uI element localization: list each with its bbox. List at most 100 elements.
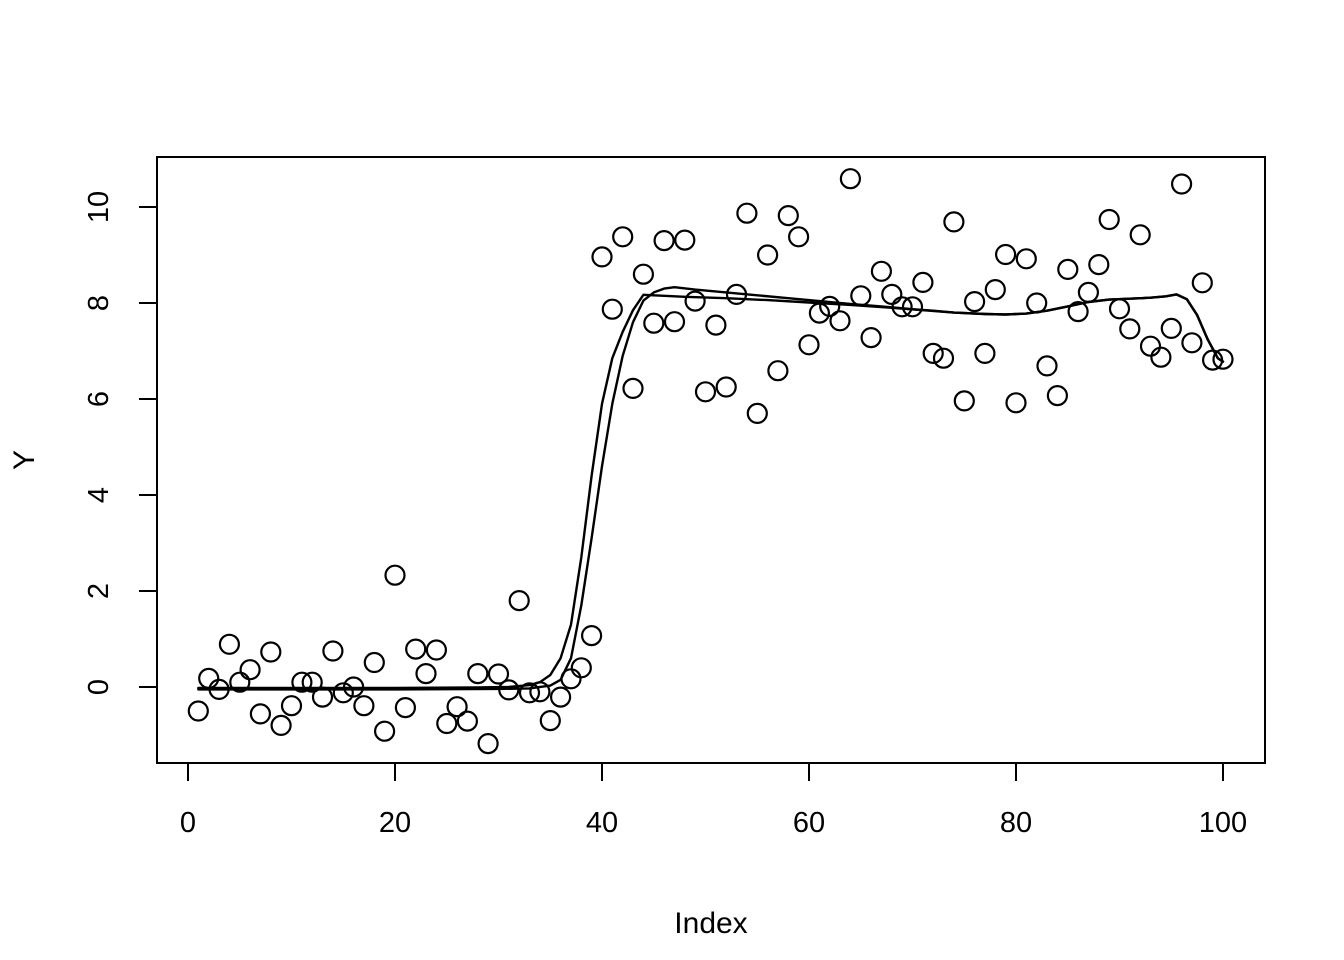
data-point [1036,355,1058,377]
data-point [901,296,924,318]
data-point [829,310,851,332]
data-point [239,659,261,681]
y-axis-title: Y [8,450,41,470]
data-point [601,298,623,320]
x-axis: 0 20 40 60 80 100 [180,763,1247,839]
data-point [839,168,862,190]
x-tick-label: 100 [1199,807,1247,839]
data-point [1088,254,1110,276]
y-tick-label: 4 [83,487,115,503]
plot-box-border [156,156,1266,764]
data-point [280,695,303,717]
data-point [953,390,975,412]
x-axis-title: Index [674,907,747,940]
data-point [777,205,799,227]
data-point [301,671,323,693]
x-tick-label: 60 [793,807,825,839]
data-point [674,229,696,251]
data-point [487,663,510,685]
data-point [1160,317,1182,339]
data-point [415,662,437,685]
data-point [1119,318,1141,340]
y-tick-label: 6 [83,391,115,407]
data-point [612,226,634,248]
data-point [994,243,1017,266]
y-tick-label: 0 [83,679,115,695]
data-point [1191,272,1213,294]
data-point [1067,301,1089,323]
data-point [643,312,665,334]
data-point [518,682,541,704]
data-point [405,638,427,660]
data-point [425,639,447,661]
data-point [756,244,779,266]
data-point [1098,208,1120,231]
data-point [798,334,820,356]
data-point [394,696,416,719]
data-point [694,381,717,403]
data-point [456,710,478,732]
data-point [819,295,841,317]
data-point [591,246,613,268]
data-point [1170,173,1193,195]
data-point [322,640,344,662]
data-point [332,682,354,704]
data-point [881,283,903,305]
x-tick-label: 20 [379,807,411,839]
data-point [570,657,592,679]
data-point [746,402,768,424]
x-tick-label: 0 [180,807,196,839]
y-axis: 0 2 4 6 8 10 [83,191,157,695]
data-point [715,376,737,398]
data-point [1005,392,1027,414]
data-point [974,342,996,364]
data-point [374,720,396,742]
data-point [187,700,209,722]
data-point [632,263,655,285]
data-point [508,589,530,612]
data-point [984,279,1006,301]
data-point [353,695,375,717]
data-point [229,671,251,693]
data-point [1057,258,1079,280]
data-point [580,624,603,647]
data-point [922,342,944,364]
data-point [622,377,644,399]
data-point [860,327,882,349]
data-point [736,202,758,224]
data-point [705,314,727,336]
data-point [218,633,240,655]
data-point [963,291,986,313]
data-point [1181,332,1203,354]
data-point [912,271,934,293]
data-point [767,360,789,382]
fit-curves-group [197,286,1225,691]
data-point [436,712,458,735]
y-tick-label: 8 [83,295,115,311]
data-point [270,714,292,737]
data-point [549,686,572,708]
data-point [249,703,271,725]
data-point [384,564,406,586]
y-tick-label: 2 [83,583,115,599]
data-point [787,226,810,248]
data-point [684,290,706,312]
data-point [943,211,965,233]
data-point [1212,348,1234,370]
data-point [446,696,468,718]
data-point [1046,385,1069,407]
x-tick-label: 80 [1000,807,1032,839]
data-point [539,709,561,732]
y-tick-label: 10 [83,191,115,223]
data-point [291,671,313,693]
data-point [870,260,893,282]
data-point [932,347,955,369]
data-point [477,732,499,755]
fit-line-overshoot [197,286,1225,691]
data-point [663,311,686,333]
data-point [1015,248,1037,270]
data-point [363,651,385,674]
